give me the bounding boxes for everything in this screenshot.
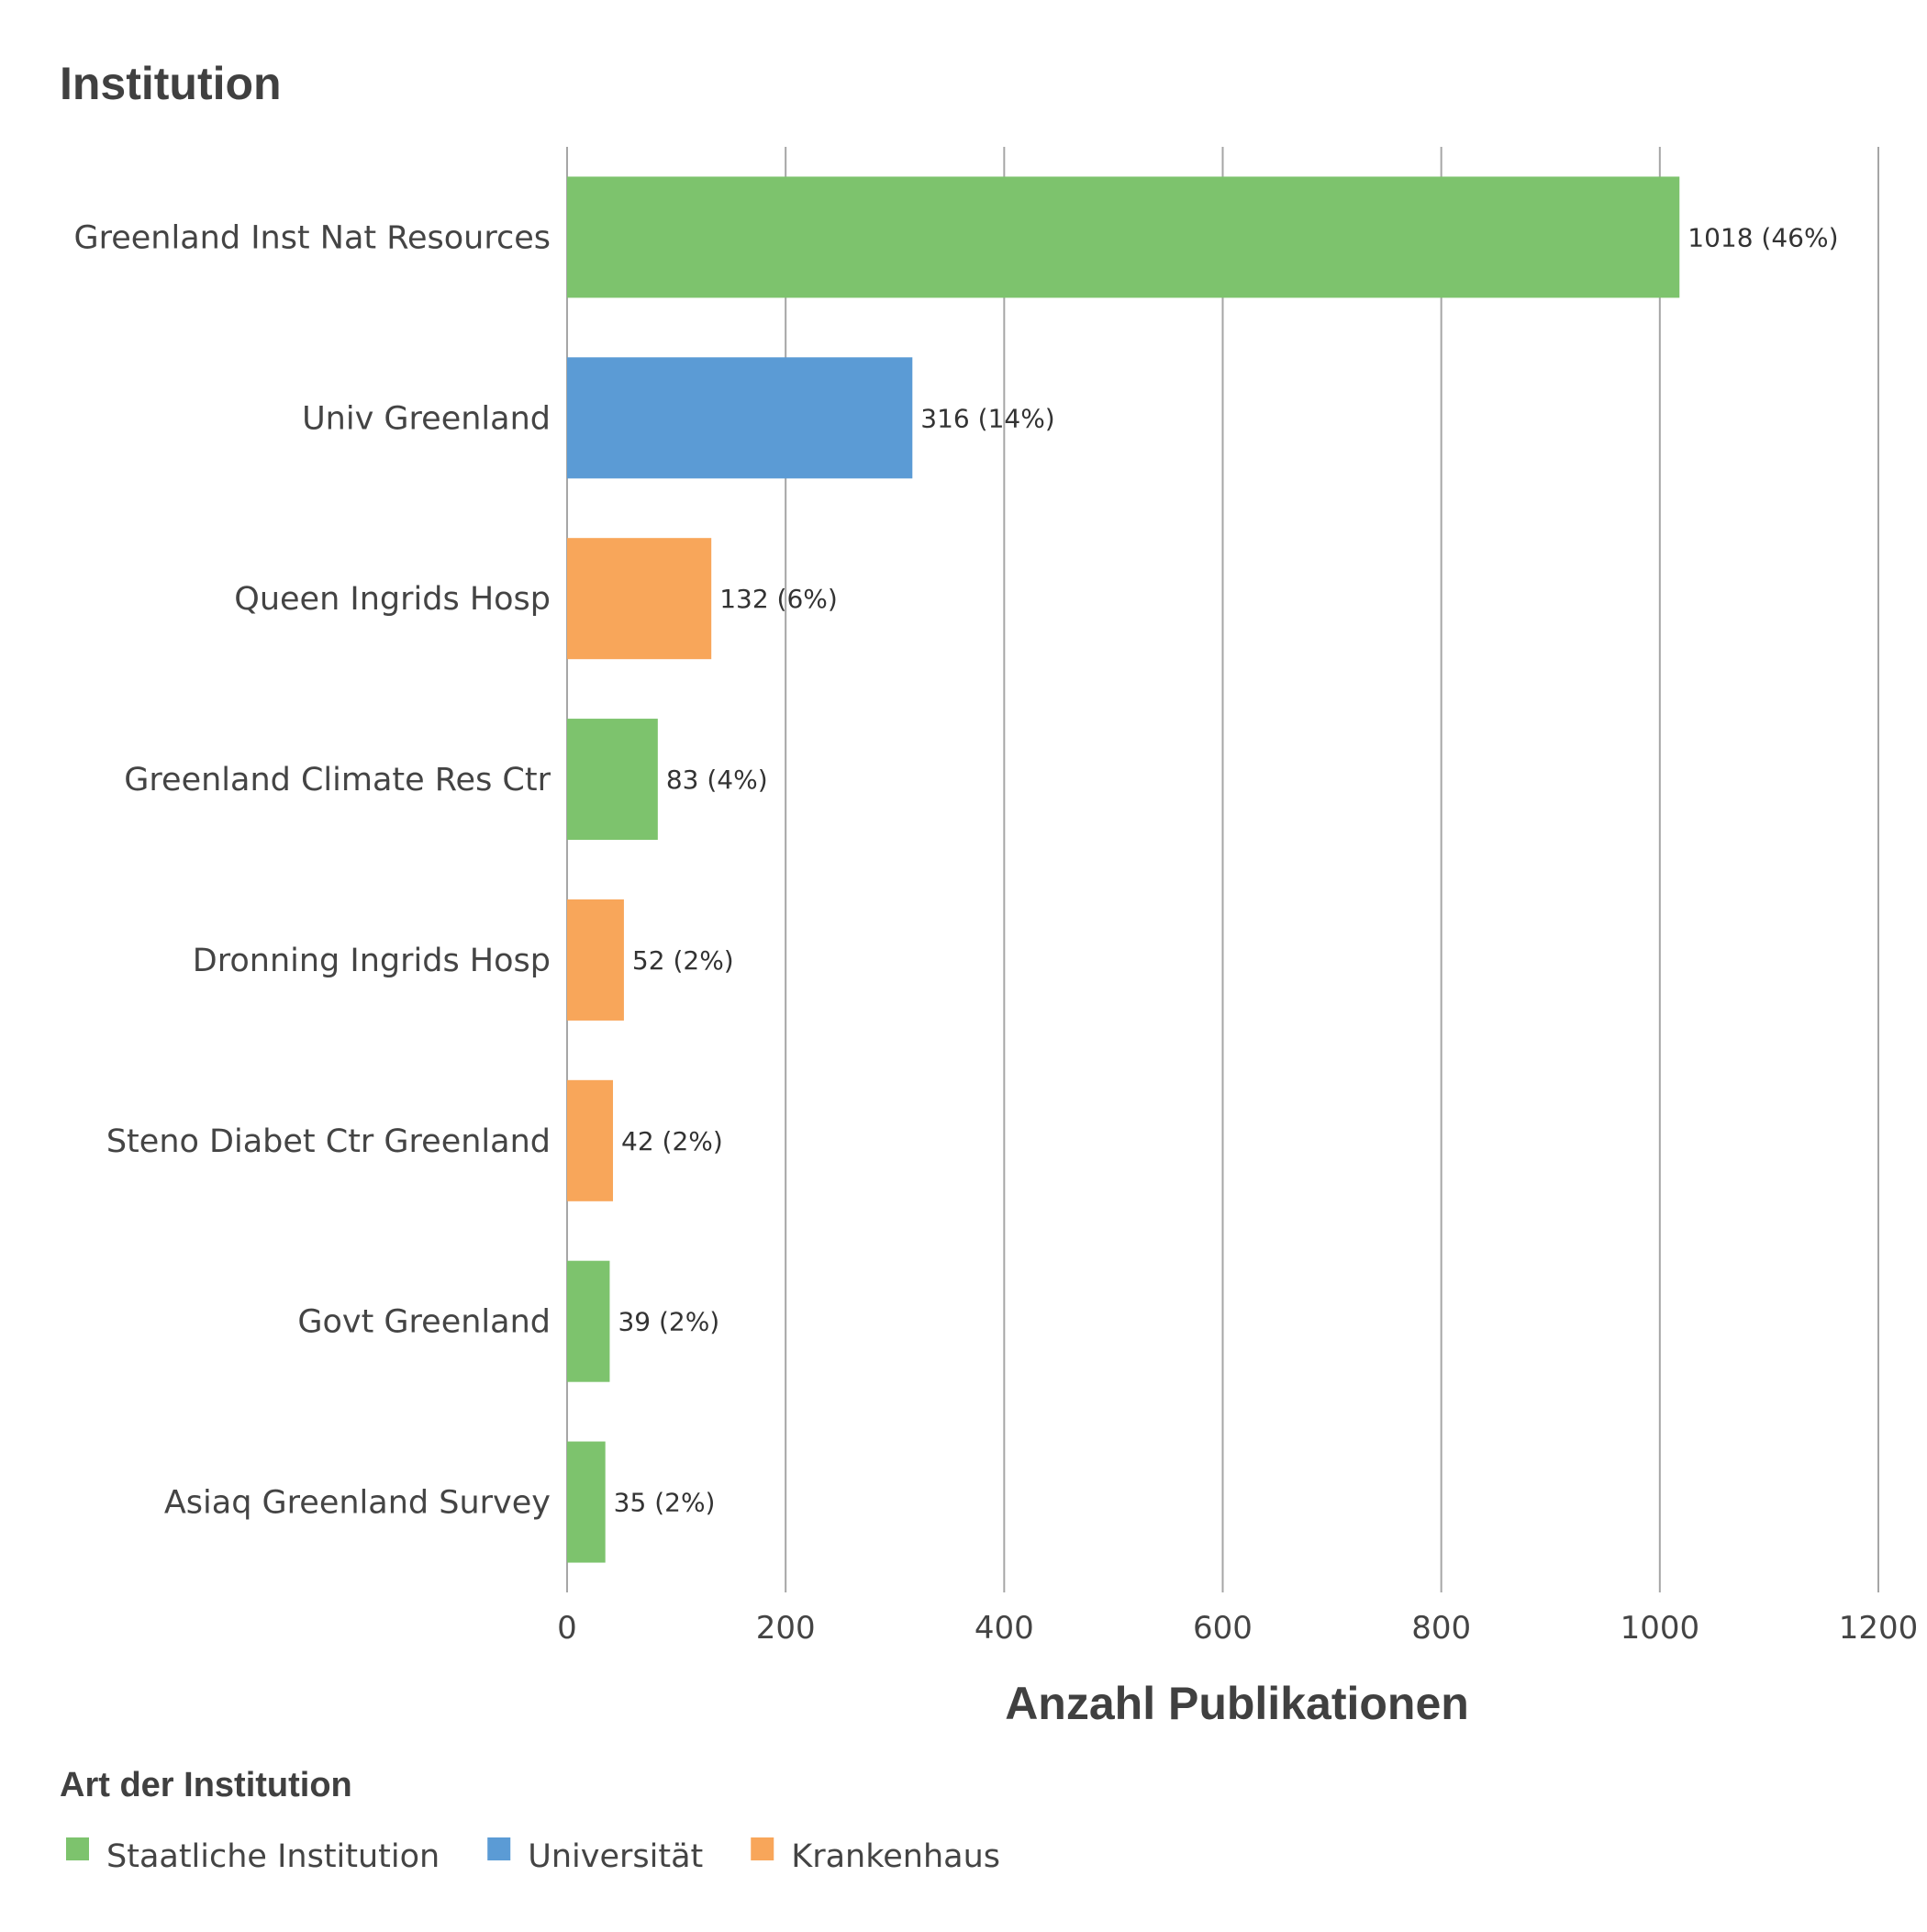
chart-title: Institution	[60, 58, 282, 109]
labels-layer: Greenland Inst Nat Resources 1018 (46%) Un…	[74, 219, 1839, 1521]
category-label: Asiaq Greenland Survey	[164, 1485, 551, 1522]
bar	[567, 719, 658, 841]
bar	[567, 1079, 614, 1201]
legend-label: Staatliche Institution	[106, 1838, 440, 1875]
bar	[567, 176, 1680, 298]
bar	[567, 538, 712, 660]
data-label: 39 (2%)	[618, 1307, 719, 1337]
legend-label: Krankenhaus	[791, 1838, 1000, 1875]
category-label: Queen Ingrids Hosp	[234, 581, 551, 618]
x-tick-label: 200	[756, 1610, 816, 1647]
x-axis-ticks: 0 200 400 600 800 1000 1200	[557, 1610, 1918, 1647]
bar	[567, 357, 913, 479]
legend-label: Universität	[528, 1838, 703, 1875]
bar	[567, 1441, 606, 1563]
data-label: 35 (2%)	[614, 1488, 716, 1518]
x-axis-title: Anzahl Publikationen	[1005, 1678, 1469, 1729]
category-label: Govt Greenland	[297, 1304, 551, 1341]
legend-title: Art der Institution	[60, 1766, 352, 1804]
legend-item: Universität	[487, 1837, 703, 1875]
data-label: 132 (6%)	[719, 584, 838, 614]
bar	[567, 899, 624, 1021]
category-label: Dronning Ingrids Hosp	[193, 943, 551, 979]
data-label: 83 (4%)	[666, 765, 768, 795]
data-label: 316 (14%)	[920, 403, 1054, 433]
x-tick-label: 1000	[1621, 1610, 1700, 1647]
legend-item: Krankenhaus	[751, 1837, 1000, 1875]
category-label: Univ Greenland	[302, 400, 551, 437]
category-label: Greenland Climate Res Ctr	[124, 762, 551, 798]
x-tick-label: 0	[557, 1610, 577, 1647]
legend-swatch	[66, 1837, 89, 1860]
data-label: 42 (2%)	[621, 1126, 723, 1156]
category-label: Greenland Inst Nat Resources	[74, 219, 551, 256]
legend-swatch	[751, 1837, 774, 1860]
data-label: 1018 (46%)	[1688, 222, 1838, 252]
category-label: Steno Diabet Ctr Greenland	[106, 1123, 551, 1160]
legend: Staatliche Institution Universität Kranken…	[66, 1837, 1000, 1875]
legend-swatch	[487, 1837, 511, 1860]
data-label: 52 (2%)	[632, 945, 734, 976]
legend-item: Staatliche Institution	[66, 1837, 440, 1875]
bars-layer	[567, 176, 1680, 1563]
x-tick-label: 800	[1411, 1610, 1471, 1647]
bar	[567, 1260, 610, 1382]
x-tick-label: 1200	[1839, 1610, 1919, 1647]
x-tick-label: 600	[1193, 1610, 1253, 1647]
x-tick-label: 400	[975, 1610, 1034, 1647]
